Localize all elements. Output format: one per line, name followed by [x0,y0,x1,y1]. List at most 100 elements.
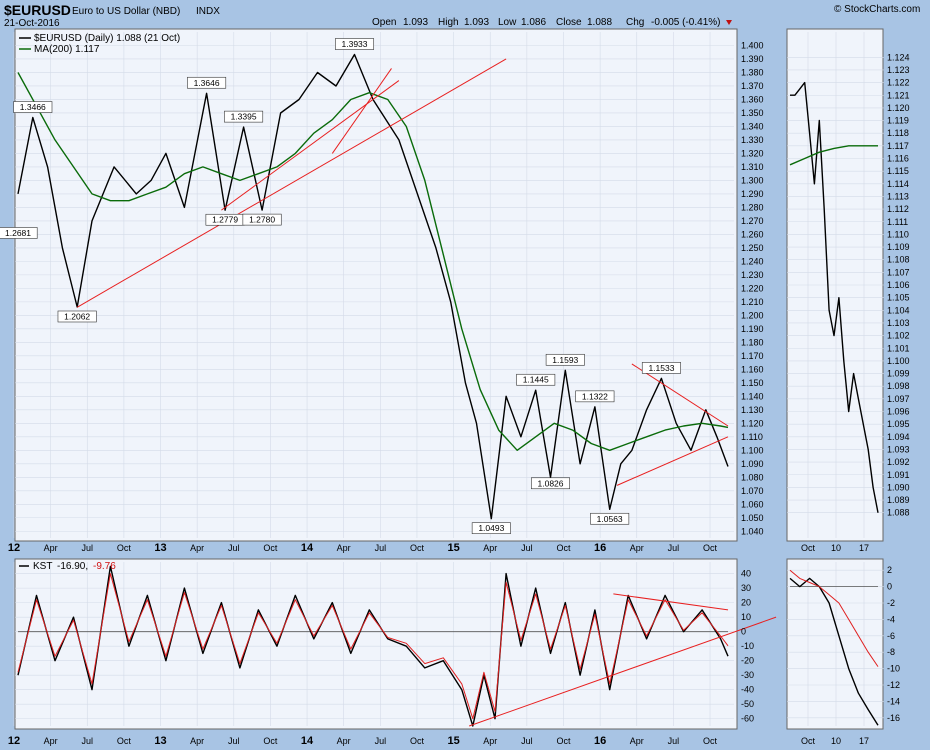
x-tick-label: Jul [228,543,240,553]
y-tick-label: 1.270 [741,216,764,226]
x-tick-label: Oct [801,736,816,746]
x-tick-label: Oct [117,543,132,553]
y-tick-label: 1.097 [887,394,910,404]
x-tick-label: 17 [859,736,869,746]
y-tick-label: 1.110 [887,229,909,239]
y-tick-label: 1.111 [887,217,908,227]
x-tick-label: 16 [594,542,606,554]
ma-legend: MA(200) 1.117 [34,44,100,55]
kst-panel [14,558,738,730]
low-label: Low [498,17,517,28]
y-tick-label: 40 [741,569,751,579]
trendline [331,68,392,154]
y-tick-label: 1.102 [887,331,910,341]
x-tick-label: 14 [301,542,314,554]
price-annotation: 1.1322 [582,391,608,401]
price-annotation: 1.2780 [249,215,275,225]
y-tick-label: 1.094 [887,432,910,442]
y-tick-label: 1.110 [741,432,763,442]
instrument-name: Euro to US Dollar (NBD) [72,6,180,17]
y-tick-label: 1.119 [887,116,909,126]
series-layer [17,53,879,727]
y-tick-label: 1.108 [887,255,910,265]
x-tick-label: 15 [447,735,459,747]
x-tick-label: Oct [556,736,571,746]
high-value: 1.093 [464,17,489,28]
y-tick-label: -8 [887,647,895,657]
x-tick-label: Apr [630,543,644,553]
x-tick-label: 17 [859,543,869,553]
y-tick-label: 1.090 [741,459,764,469]
price-annotation-box [224,110,264,123]
chart-date: 21-Oct-2016 [4,18,60,29]
y-tick-label: 1.160 [741,364,764,374]
price-annotation: 1.3646 [194,78,220,88]
trendline [613,593,729,611]
y-tick-label: 1.210 [741,297,764,307]
price-annotation: 1.2681 [5,228,31,238]
price-annotation: 1.1445 [523,375,549,385]
x-tick-label: Jul [375,736,387,746]
trendline [631,363,729,427]
price-annotation-box [641,362,681,374]
zoom-kst-panel [786,558,884,730]
price-annotation-box [471,522,511,535]
y-tick-label: 1.330 [741,135,764,145]
y-tick-label: 1.099 [887,369,910,379]
x-tick-label: Apr [190,543,204,553]
kst-line [789,577,879,726]
x-tick-label: Jul [82,543,94,553]
y-tick-label: 1.180 [741,337,764,347]
x-tick-label: Apr [337,736,351,746]
y-tick-label: -10 [741,641,754,651]
y-tick-label: 1.060 [741,499,764,509]
y-tick-label: 10 [741,612,751,622]
price-annotation: 1.0493 [478,523,504,533]
y-tick-label: 1.115 [887,166,909,176]
y-tick-label: 1.130 [741,405,764,415]
x-tick-label: 13 [154,735,166,747]
price-annotation-box [590,512,630,525]
x-tick-label: Jul [668,543,680,553]
price-annotation-box [242,213,282,226]
y-tick-label: 1.091 [887,470,910,480]
y-tick-label: 1.190 [741,324,764,334]
price-annotation-box [13,101,53,113]
price-annotation: 1.1593 [552,355,578,365]
y-tick-label: -2 [887,598,895,608]
x-tick-label: Oct [410,543,425,553]
y-tick-label: -12 [887,680,900,690]
x-tick-label: 12 [8,542,20,554]
price-annotation-box [335,38,375,50]
x-tick-label: Oct [117,736,132,746]
x-tick-label: 15 [447,542,459,554]
x-tick-label: Oct [410,736,425,746]
y-tick-label: 1.092 [887,457,910,467]
y-tick-label: 1.112 [887,204,909,214]
y-tick-label: 1.220 [741,283,764,293]
kst-line [17,565,729,727]
y-tick-label: -6 [887,631,895,641]
x-tick-label: 16 [594,735,606,747]
y-tick-label: -4 [887,614,895,624]
low-value: 1.086 [521,17,546,28]
x-tick-label: 12 [8,735,20,747]
y-tick-label: 1.340 [741,121,764,131]
price-annotation: 1.3466 [20,102,46,112]
y-tick-label: 1.280 [741,202,764,212]
y-tick-label: 1.095 [887,419,910,429]
price-line [790,81,879,513]
y-tick-label: 1.300 [741,175,764,185]
y-tick-label: -20 [741,656,754,666]
y-tick-label: 1.040 [741,526,764,536]
y-tick-label: 1.290 [741,189,764,199]
y-tick-label: -30 [741,670,754,680]
x-tick-label: 14 [301,735,314,747]
price-annotation-box [516,373,556,386]
y-tick-label: -50 [741,699,754,709]
x-tick-label: Oct [556,543,571,553]
kst-legend-signal: -9.76 [93,561,116,572]
open-value: 1.093 [403,17,428,28]
